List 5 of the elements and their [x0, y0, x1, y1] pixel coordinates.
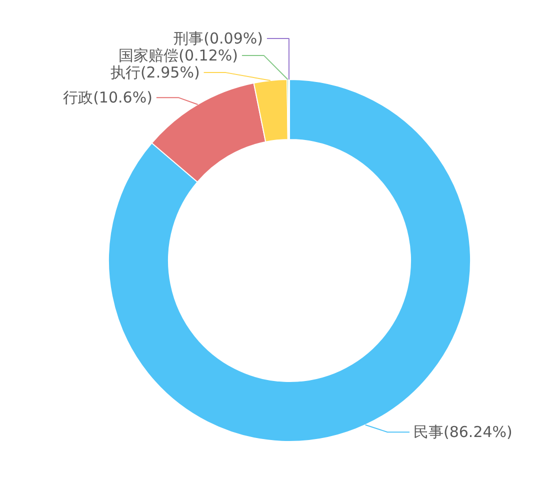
- slice-label: 国家赔偿(0.12%): [118, 46, 238, 65]
- slice-label: 刑事(0.09%): [174, 30, 263, 48]
- slice-label: 行政(10.6%): [63, 88, 152, 107]
- slice-label: 民事(86.24%): [413, 423, 512, 442]
- slice-label: 执行(2.95%): [110, 64, 200, 82]
